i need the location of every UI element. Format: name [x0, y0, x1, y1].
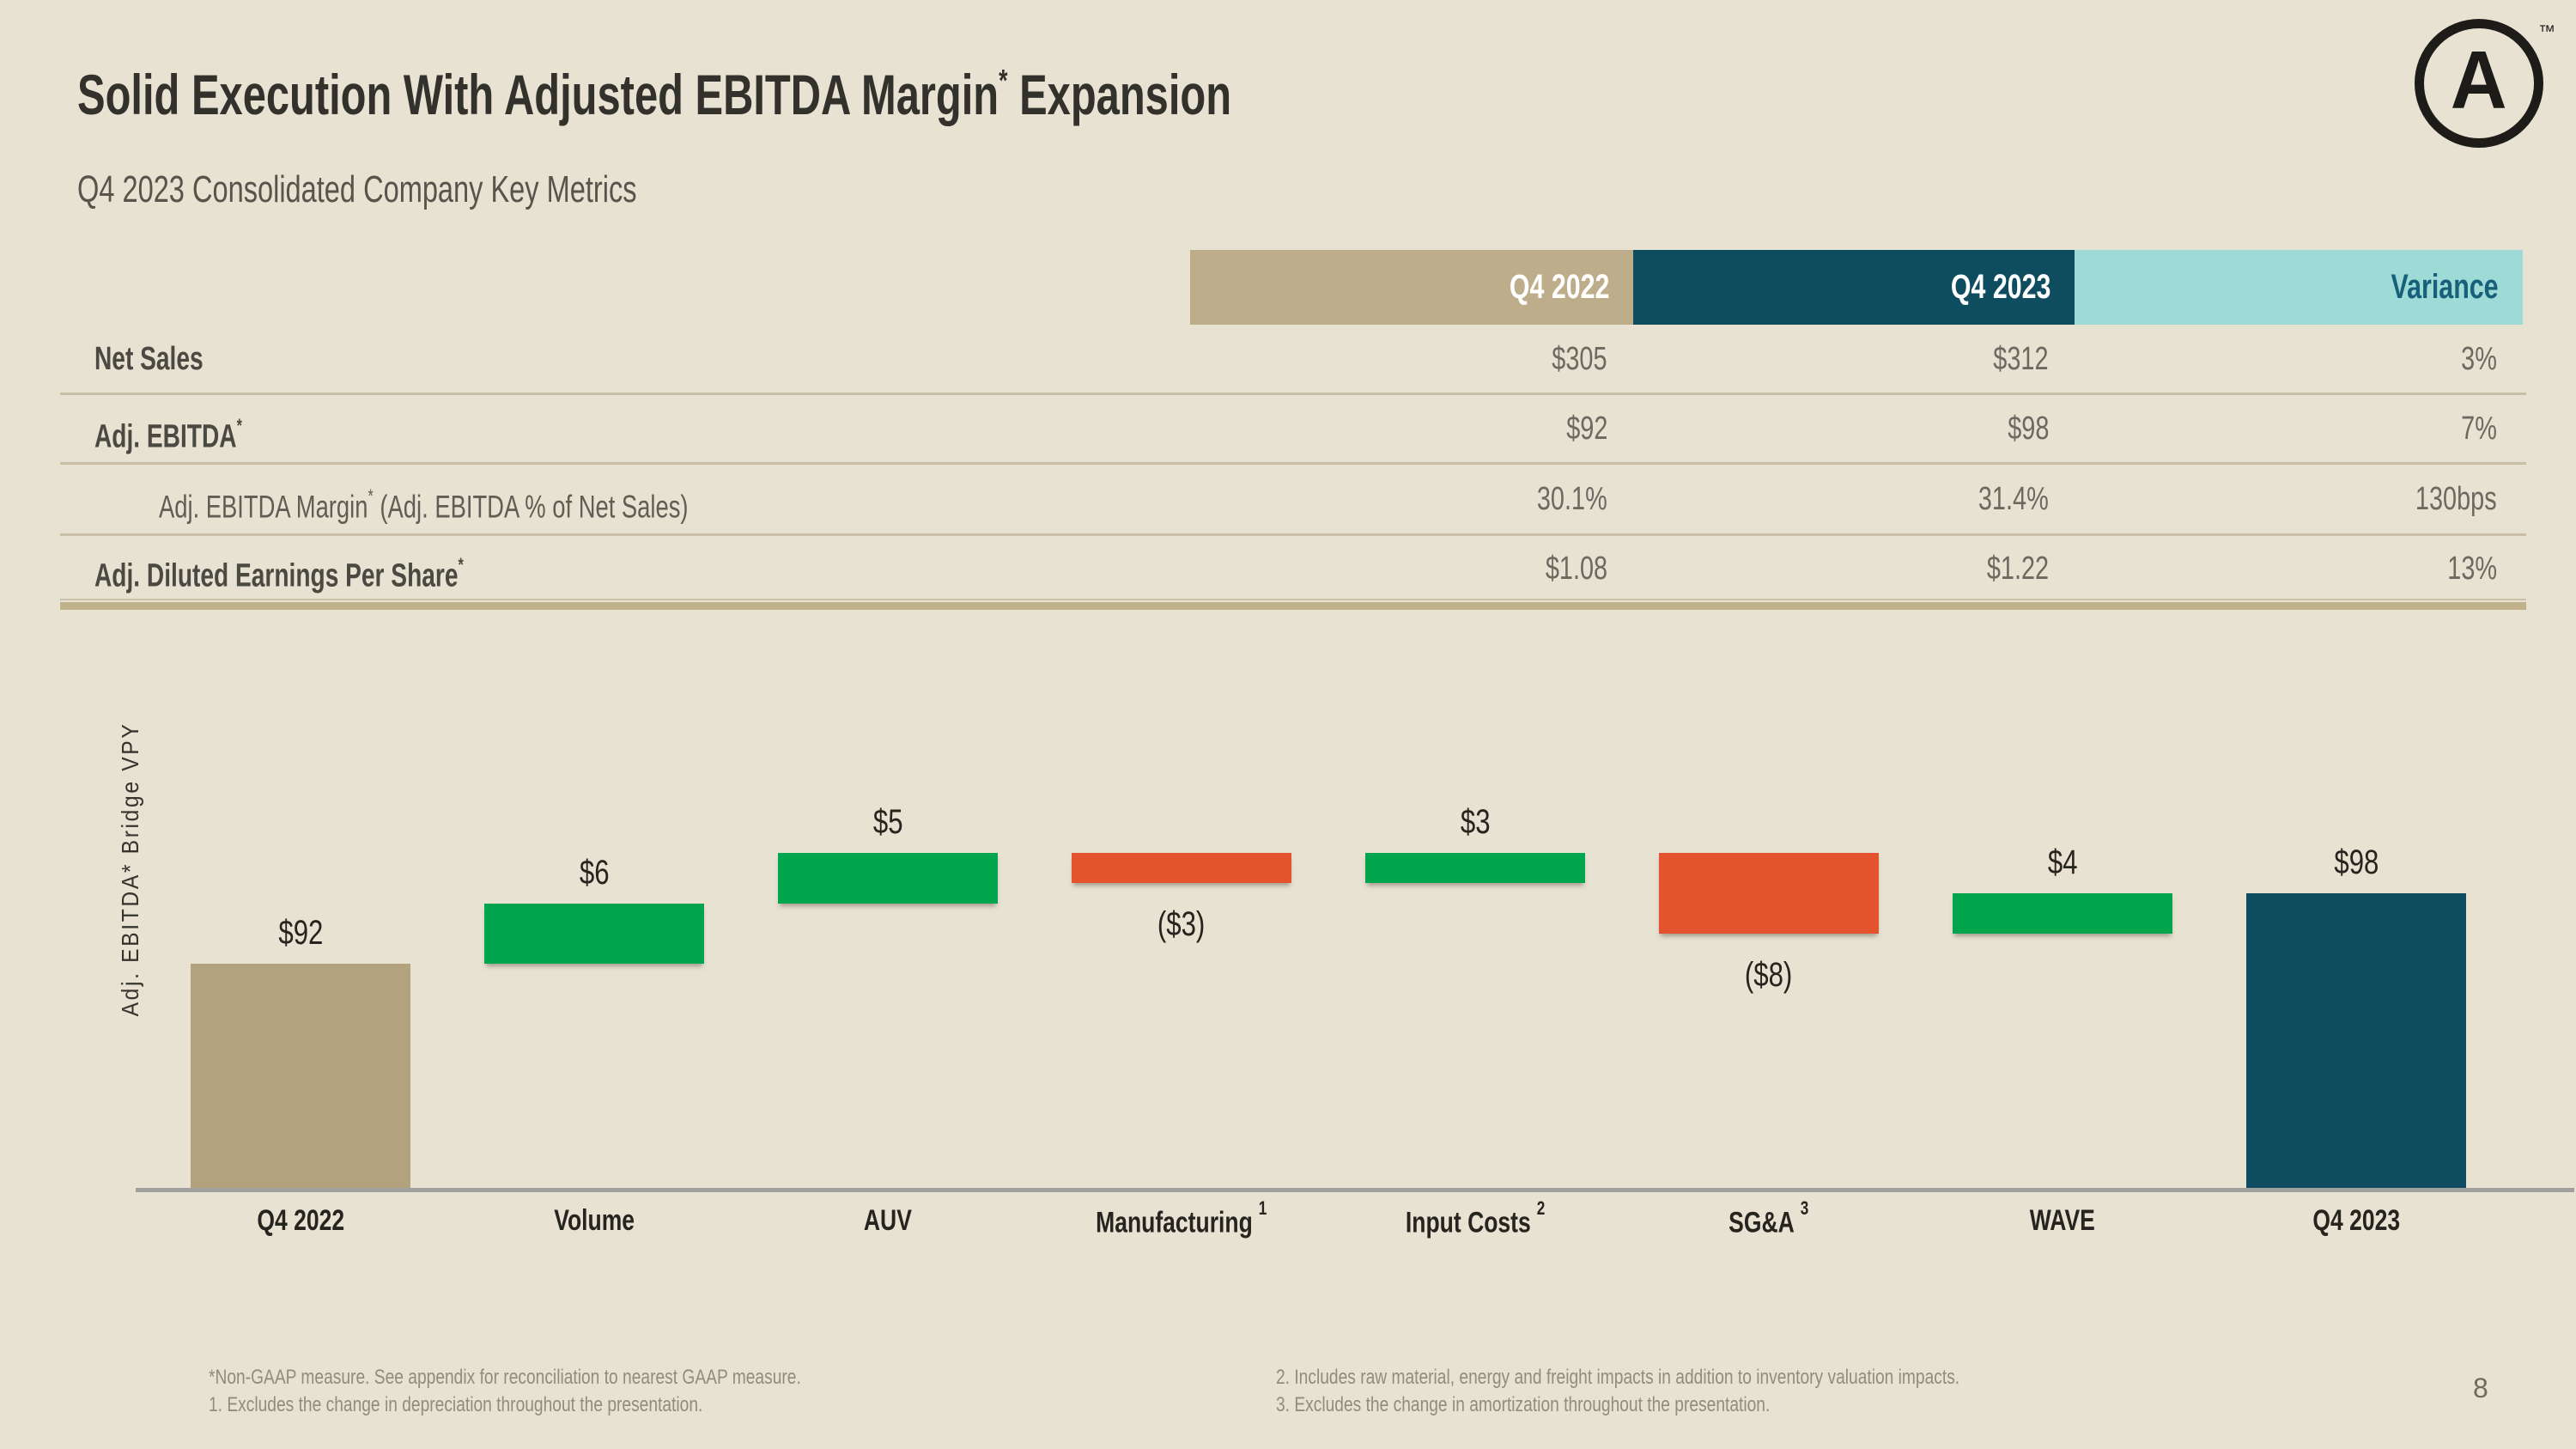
table-row-label: Adj. EBITDA*: [94, 415, 242, 455]
table-cell: $1.08: [1545, 551, 1607, 587]
waterfall-bar-volume: [484, 904, 704, 964]
page-number: 8: [2473, 1373, 2488, 1403]
waterfall-bar-sg-a: [1659, 853, 1879, 934]
waterfall-bar-q4-2022: [191, 964, 410, 1190]
title-asterisk: *: [999, 63, 1008, 98]
bar-value-label: $5: [872, 803, 903, 841]
table-cell: 31.4%: [1978, 481, 2049, 517]
table-cell: 30.1%: [1537, 481, 1607, 517]
trademark-symbol: ™: [2538, 22, 2555, 41]
table-cell: 13%: [2447, 551, 2497, 587]
bar-value-label: $6: [579, 854, 610, 892]
bar-category-label: Input Costs 2: [1405, 1197, 1546, 1239]
bar-category-label: Q4 2022: [257, 1204, 344, 1237]
bar-category-label: Q4 2023: [2312, 1204, 2400, 1237]
table-header-variance: Variance: [2075, 250, 2523, 325]
page-title: Solid Execution With Adjusted EBITDA Mar…: [77, 62, 1637, 127]
table-row-label: Adj. Diluted Earnings Per Share*: [94, 554, 464, 594]
waterfall-bar-wave: [1953, 893, 2172, 934]
page-subtitle: Q4 2023 Consolidated Company Key Metrics: [77, 168, 637, 210]
footnote: 1. Excludes the change in depreciation t…: [209, 1393, 703, 1416]
table-header-q4-2022: Q4 2022: [1190, 250, 1633, 325]
table-cell: $305: [1552, 341, 1607, 377]
table-bottom-border: [60, 602, 2526, 610]
waterfall-bar-manufacturing: [1072, 853, 1291, 883]
table-cell: $92: [1565, 411, 1607, 447]
table-cell: $312: [1993, 341, 2049, 377]
logo-letter: A: [2451, 34, 2507, 126]
chart-y-axis-label: Adj. EBITDA* Bridge VPY: [117, 721, 143, 1017]
table-cell: 3%: [2461, 341, 2497, 377]
table-cell: $1.22: [1986, 551, 2049, 587]
footnote: 3. Excludes the change in amortization t…: [1276, 1393, 1771, 1416]
table-row-label: Net Sales: [94, 341, 204, 377]
row-divider: [60, 533, 2526, 536]
title-suffix: Expansion: [1007, 63, 1232, 126]
row-divider: [60, 393, 2526, 395]
chart-baseline-axis: [136, 1188, 2574, 1192]
table-cell: 7%: [2461, 411, 2497, 447]
title-text: Solid Execution With Adjusted EBITDA Mar…: [77, 63, 999, 126]
bar-value-label: ($3): [1157, 905, 1206, 943]
table-header-q4-2023: Q4 2023: [1633, 250, 2075, 325]
bar-category-label: WAVE: [2029, 1204, 2096, 1237]
footnote: *Non-GAAP measure. See appendix for reco…: [209, 1366, 801, 1389]
bar-value-label: $98: [2333, 843, 2379, 881]
bar-category-label: AUV: [863, 1204, 912, 1237]
bar-value-label: ($8): [1745, 956, 1793, 994]
bar-category-label: Manufacturing 1: [1096, 1197, 1267, 1239]
table-cell: $98: [2007, 411, 2049, 447]
table-cell: 130bps: [2415, 481, 2497, 517]
row-divider: [60, 462, 2526, 465]
bar-value-label: $3: [1460, 803, 1491, 841]
waterfall-bar-q4-2023: [2246, 893, 2466, 1190]
waterfall-bar-auv: [778, 853, 998, 904]
waterfall-bar-input-costs: [1365, 853, 1585, 883]
brand-logo-icon: A: [2415, 19, 2543, 148]
bar-value-label: $4: [2047, 843, 2078, 881]
row-divider: [60, 599, 2526, 600]
table-row-label: Adj. EBITDA Margin* (Adj. EBITDA % of Ne…: [159, 485, 689, 525]
footnote: 2. Includes raw material, energy and fre…: [1276, 1366, 1960, 1389]
bar-value-label: $92: [277, 914, 324, 952]
bar-category-label: Volume: [554, 1204, 635, 1237]
bar-category-label: SG&A 3: [1728, 1197, 1809, 1239]
